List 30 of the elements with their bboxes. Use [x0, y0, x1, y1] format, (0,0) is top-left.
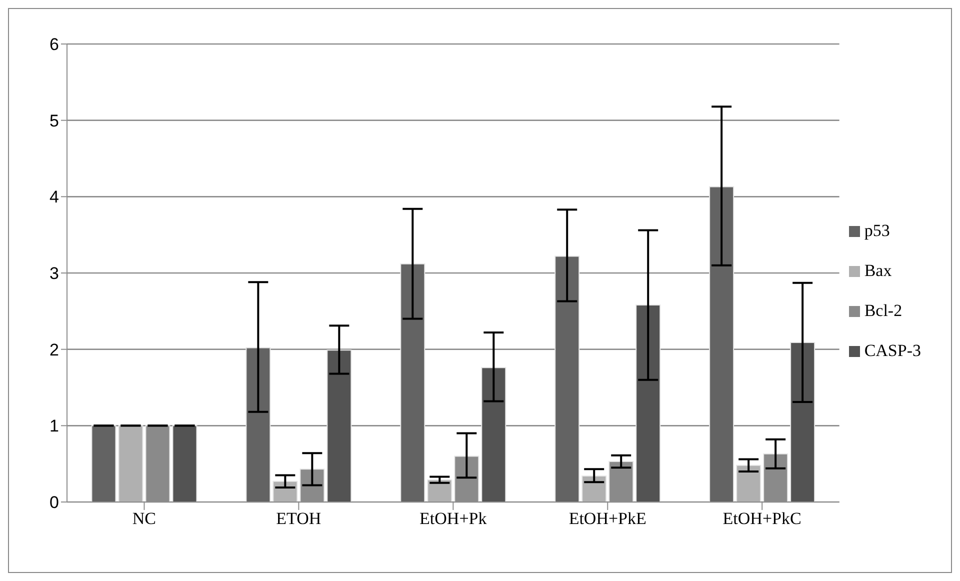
bar — [172, 425, 198, 502]
bar — [427, 479, 452, 502]
y-tick-label: 3 — [50, 264, 59, 284]
x-tick-label: EtOH+PkE — [568, 509, 646, 528]
bar — [91, 425, 116, 502]
x-tick-label: NC — [132, 509, 156, 528]
bar — [709, 186, 734, 502]
legend-label: p53 — [864, 220, 890, 240]
bar — [736, 464, 762, 502]
y-tick-label: 4 — [50, 188, 59, 207]
bar — [246, 347, 271, 502]
y-tick-label: 6 — [50, 35, 59, 54]
bar — [790, 342, 816, 502]
legend-label: Bax — [864, 260, 892, 280]
y-tick-label: 5 — [50, 111, 59, 130]
bar — [326, 350, 352, 502]
y-tick-label: 2 — [50, 340, 59, 360]
bar — [554, 256, 580, 502]
x-tick-label: EtOH+Pk — [420, 509, 488, 528]
bar — [582, 476, 607, 502]
bar — [400, 263, 426, 502]
bar — [118, 425, 144, 502]
bar — [481, 367, 506, 502]
legend-label: CASP-3 — [864, 340, 921, 360]
bar — [636, 304, 661, 502]
x-tick-label: EtOH+PkC — [722, 509, 802, 528]
x-tick-label: ETOH — [276, 509, 322, 528]
y-tick-label: 1 — [50, 416, 59, 436]
legend-label: Bcl-2 — [864, 300, 902, 320]
y-tick-label: 0 — [50, 493, 59, 512]
